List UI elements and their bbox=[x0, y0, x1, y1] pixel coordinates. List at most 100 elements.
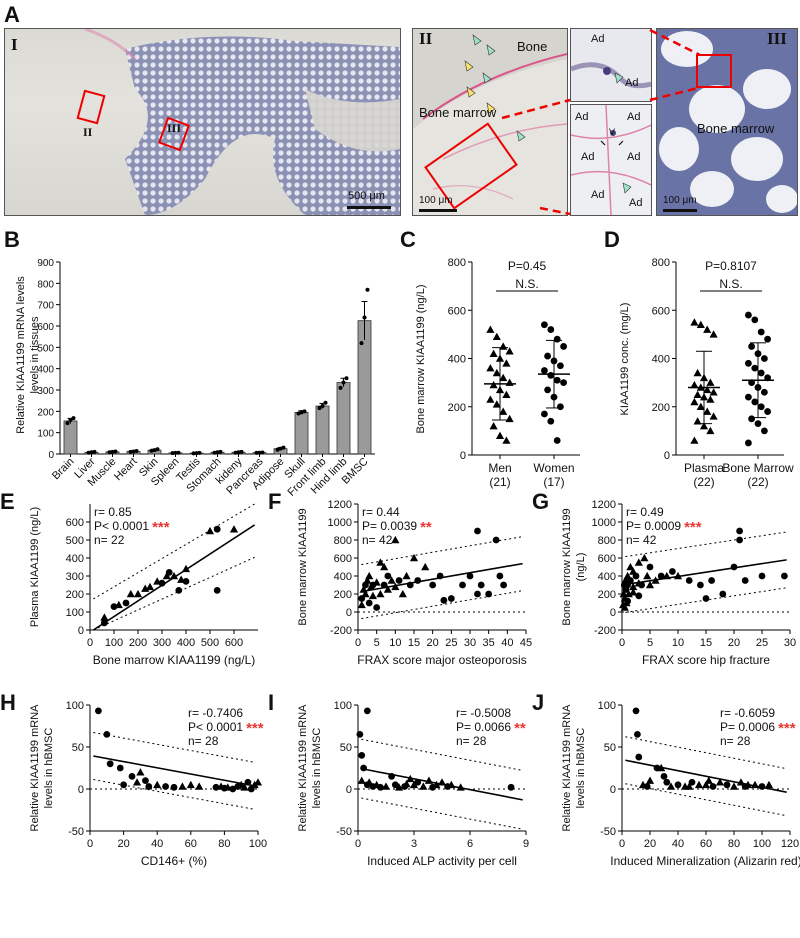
i-point bbox=[388, 773, 395, 780]
j-point bbox=[715, 778, 725, 786]
marrow-tissue-overlay bbox=[76, 29, 400, 215]
g-stat-r: r= 0.49 bbox=[626, 505, 664, 519]
g-point bbox=[685, 577, 693, 584]
c-point bbox=[553, 437, 561, 444]
d-point bbox=[757, 328, 765, 336]
h-stat-r: r= -0.7406 bbox=[188, 706, 243, 720]
j-x-label: Induced Mineralization (Alizarin red) bbox=[610, 854, 800, 868]
b-point bbox=[110, 449, 115, 454]
j-point bbox=[685, 782, 694, 790]
c-p-value: P=0.45 bbox=[508, 259, 547, 273]
g-point bbox=[736, 527, 743, 535]
i-ci-band bbox=[361, 797, 523, 830]
i-x-label: Induced ALP activity per cell bbox=[367, 854, 517, 868]
e-point bbox=[110, 603, 118, 610]
i-point bbox=[358, 752, 366, 759]
h-point bbox=[240, 783, 249, 791]
d-point bbox=[696, 320, 705, 328]
c-point bbox=[492, 368, 501, 377]
b-point bbox=[191, 451, 196, 456]
d-point bbox=[757, 403, 765, 411]
d-group-n: (22) bbox=[693, 475, 714, 489]
i-point bbox=[432, 780, 441, 789]
e-point bbox=[213, 587, 221, 594]
f-point bbox=[391, 535, 400, 544]
j-point bbox=[736, 778, 746, 786]
h-x-tick-label: 0 bbox=[87, 838, 93, 850]
micrograph-marrow: III Bone marrow 100 μm bbox=[656, 28, 798, 216]
h-x-tick-label: 40 bbox=[151, 838, 163, 850]
c-y-tick-label: 200 bbox=[448, 402, 466, 414]
j-point bbox=[704, 776, 713, 784]
d-point bbox=[693, 390, 702, 398]
b-point bbox=[281, 445, 286, 450]
f-point bbox=[372, 578, 381, 586]
b-point bbox=[317, 406, 322, 411]
e-point bbox=[182, 578, 190, 585]
c-point bbox=[502, 436, 511, 444]
d-point bbox=[757, 369, 765, 377]
c-point bbox=[486, 395, 495, 403]
d-point bbox=[693, 368, 702, 377]
g-y-tick-label: 1000 bbox=[592, 517, 616, 529]
g-point bbox=[632, 572, 640, 580]
g-stat-p: P= 0.0009 bbox=[626, 519, 681, 533]
c-point bbox=[505, 378, 514, 386]
i-point bbox=[402, 779, 411, 788]
e-x-tick-label: 100 bbox=[105, 637, 123, 649]
g-point bbox=[638, 581, 645, 589]
e-point bbox=[158, 579, 166, 587]
f-point bbox=[380, 581, 388, 589]
f-point bbox=[477, 581, 485, 589]
h-y-tick-label: -50 bbox=[68, 826, 84, 838]
g-point bbox=[730, 563, 738, 571]
b-point bbox=[86, 450, 91, 455]
f-point bbox=[440, 596, 448, 604]
f-y-tick-label: 800 bbox=[334, 535, 352, 547]
zoom-top-ad1: Ad bbox=[591, 33, 605, 45]
d-point bbox=[748, 343, 755, 350]
d-point bbox=[745, 439, 752, 447]
micrograph-roman-i: I bbox=[11, 35, 18, 54]
j-ci-band bbox=[625, 736, 787, 770]
e-stat-n: n= 22 bbox=[94, 533, 125, 547]
d-y-tick-label: 600 bbox=[652, 305, 670, 317]
f-point bbox=[395, 577, 403, 584]
f-point bbox=[368, 591, 378, 600]
inset-label-ii: II bbox=[83, 125, 93, 139]
c-point bbox=[560, 379, 567, 387]
f-y-tick-label: 1000 bbox=[328, 517, 352, 529]
i-y-tick-label: 100 bbox=[334, 700, 352, 712]
h-point bbox=[145, 783, 153, 790]
g-ci-band bbox=[625, 531, 787, 558]
b-point bbox=[92, 449, 97, 454]
j-point bbox=[694, 780, 704, 789]
b-point bbox=[344, 376, 349, 381]
micrograph-roman-iii: III bbox=[767, 29, 787, 48]
i-point bbox=[456, 783, 465, 791]
h-x-tick-label: 20 bbox=[117, 838, 129, 850]
g-y-tick-label: -200 bbox=[594, 625, 616, 637]
j-y-tick-label: 100 bbox=[598, 700, 616, 712]
e-y-tick-label: 300 bbox=[66, 571, 84, 583]
i-stat-n: n= 28 bbox=[456, 734, 487, 748]
f-x-tick-label: 10 bbox=[389, 637, 401, 649]
g-point bbox=[708, 577, 715, 584]
d-group-label: Plasma bbox=[684, 461, 724, 475]
j-point bbox=[643, 783, 651, 790]
h-point bbox=[229, 785, 237, 793]
b-y-label-line2: levels in tissues bbox=[29, 316, 41, 394]
b-point bbox=[365, 287, 370, 292]
f-x-tick-label: 15 bbox=[408, 637, 420, 649]
g-y-label-line2: (ng/L) bbox=[575, 553, 587, 582]
f-point bbox=[376, 558, 385, 566]
g-x-tick-label: 20 bbox=[728, 637, 740, 649]
f-ci-band bbox=[361, 590, 523, 620]
g-y-tick-label: 200 bbox=[598, 589, 616, 601]
j-point bbox=[663, 778, 671, 786]
i-x-tick-label: 0 bbox=[355, 838, 361, 850]
scale-label-ii: 100 μm bbox=[419, 195, 453, 206]
b-bar bbox=[357, 320, 372, 455]
h-point bbox=[136, 768, 145, 776]
g-point bbox=[736, 536, 743, 544]
